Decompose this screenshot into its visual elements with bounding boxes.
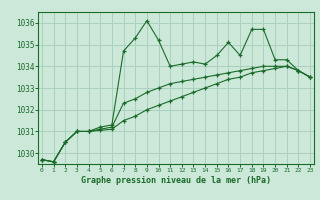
- X-axis label: Graphe pression niveau de la mer (hPa): Graphe pression niveau de la mer (hPa): [81, 176, 271, 185]
